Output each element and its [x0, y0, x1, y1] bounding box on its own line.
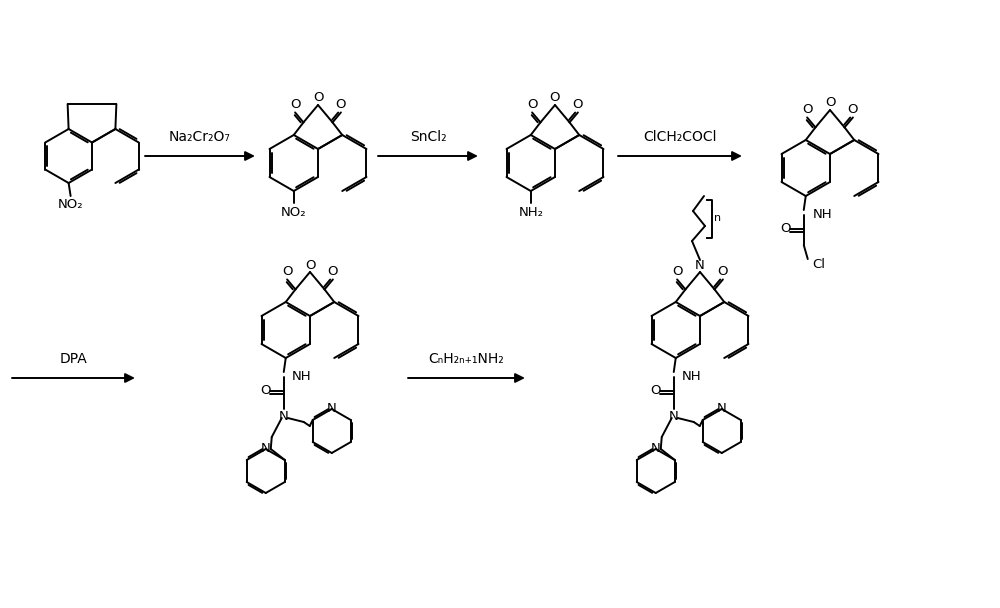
Text: O: O [573, 98, 583, 111]
Text: O: O [848, 103, 858, 117]
Text: NO₂: NO₂ [281, 207, 307, 219]
Text: Na₂Cr₂O₇: Na₂Cr₂O₇ [169, 130, 231, 144]
Text: NH: NH [292, 370, 311, 384]
Text: O: O [261, 384, 271, 396]
Text: O: O [527, 98, 537, 111]
Text: O: O [718, 266, 728, 278]
Text: NH₂: NH₂ [518, 207, 543, 219]
Text: N: N [279, 410, 289, 423]
Text: O: O [550, 91, 560, 105]
Text: N: N [327, 402, 337, 415]
Text: SnCl₂: SnCl₂ [410, 130, 446, 144]
Text: O: O [282, 266, 292, 278]
Text: CₙH₂ₙ₊₁NH₂: CₙH₂ₙ₊₁NH₂ [429, 352, 504, 366]
Text: DPA: DPA [60, 352, 87, 366]
Text: N: N [717, 402, 727, 415]
Text: N: N [669, 410, 679, 423]
Text: O: O [305, 258, 315, 272]
Text: n: n [714, 213, 722, 223]
Text: NH: NH [813, 209, 832, 221]
Text: N: N [651, 443, 661, 455]
Text: O: O [825, 97, 835, 109]
Text: O: O [802, 103, 812, 117]
Text: O: O [313, 91, 323, 105]
Text: O: O [672, 266, 682, 278]
Text: O: O [290, 98, 300, 111]
Text: N: N [695, 258, 705, 272]
Text: ClCH₂COCl: ClCH₂COCl [643, 130, 717, 144]
Text: O: O [780, 221, 791, 235]
Text: O: O [336, 98, 346, 111]
Text: Cl: Cl [812, 258, 825, 272]
Text: N: N [261, 443, 271, 455]
Text: NO₂: NO₂ [58, 198, 83, 212]
Text: NH: NH [682, 370, 701, 384]
Text: O: O [328, 266, 338, 278]
Text: O: O [651, 384, 661, 396]
